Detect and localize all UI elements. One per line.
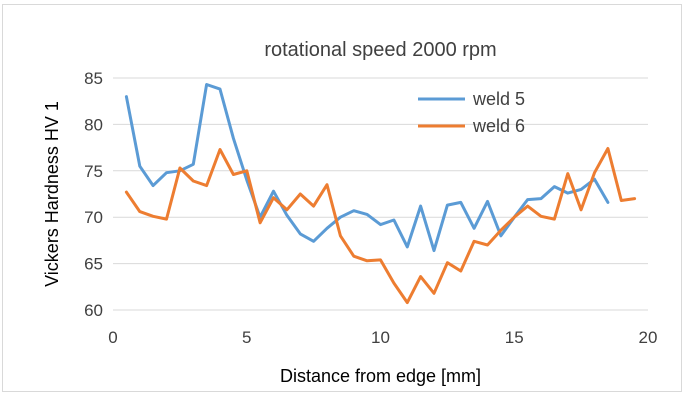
chart-title: rotational speed 2000 rpm: [264, 39, 496, 61]
y-axis-label: Vickers Hardness HV 1: [42, 101, 62, 287]
y-tick-label: 70: [84, 208, 103, 227]
chart-frame: [2, 4, 682, 392]
gridlines: [113, 77, 648, 311]
legend-label: weld 6: [472, 116, 525, 136]
x-axis-ticks: 0 5 10 15 20: [108, 328, 657, 347]
x-axis-label: Distance from edge [mm]: [280, 366, 481, 386]
y-tick-label: 80: [84, 115, 103, 134]
x-tick-label: 0: [108, 328, 117, 347]
y-tick-label: 85: [84, 69, 103, 88]
x-tick-label: 20: [639, 328, 658, 347]
x-tick-label: 15: [505, 328, 524, 347]
series-line-weld-6: [124, 147, 637, 305]
x-tick-label: 5: [242, 328, 251, 347]
y-tick-label: 65: [84, 255, 103, 274]
y-tick-label: 60: [84, 301, 103, 320]
y-tick-label: 75: [84, 162, 103, 181]
legend-label: weld 5: [472, 89, 525, 109]
series-line-weld-5: [124, 83, 610, 253]
y-axis-ticks: 60 65 70 75 80 85: [84, 69, 103, 320]
series-lines: [124, 83, 637, 305]
legend: weld 5 weld 6: [418, 89, 525, 136]
x-tick-label: 10: [371, 328, 390, 347]
